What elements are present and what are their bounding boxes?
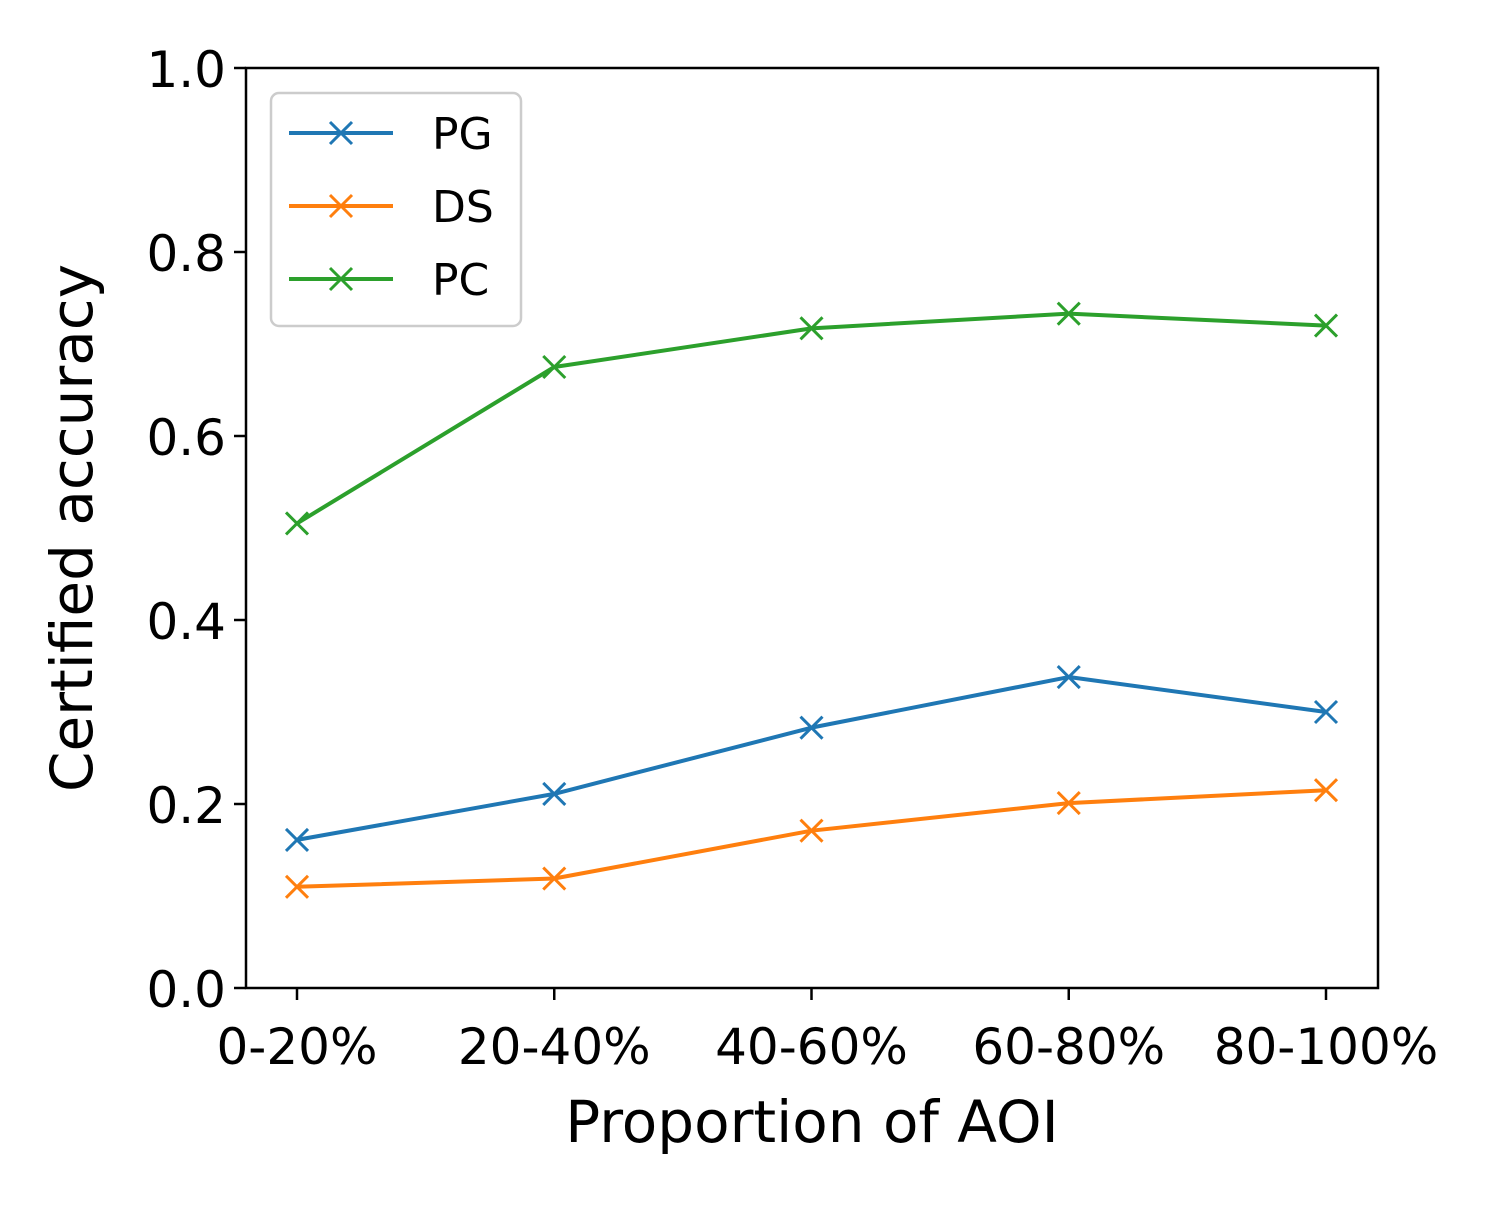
y-tick-label: 0.8 xyxy=(146,225,226,283)
x-tick-label: 40-60% xyxy=(715,1018,908,1076)
series-ds xyxy=(284,778,1339,899)
legend-marker xyxy=(328,193,354,219)
series-line-pc xyxy=(295,311,1328,526)
legend-item-pg: PG xyxy=(289,109,493,160)
data-point-pc xyxy=(284,511,310,536)
series-pg xyxy=(284,664,1339,852)
data-point-pg xyxy=(1313,699,1339,725)
legend-label: DS xyxy=(432,182,494,233)
data-point-pc xyxy=(542,354,567,380)
data-point-pc xyxy=(1056,301,1081,326)
data-point-pg xyxy=(1056,664,1081,690)
x-tick-label: 20-40% xyxy=(458,1018,651,1076)
x-tick-label: 60-80% xyxy=(972,1018,1165,1076)
y-tick-label: 0.6 xyxy=(146,409,226,467)
y-axis-label: Certified accuracy xyxy=(38,264,106,792)
legend-marker xyxy=(328,266,354,292)
series-line-pg xyxy=(295,675,1328,842)
legend-item-pc: PC xyxy=(289,255,489,306)
data-point-pc xyxy=(1313,313,1339,338)
legend: PG DS PC xyxy=(269,91,523,328)
x-axis-label: Proportion of AOI xyxy=(565,1088,1058,1156)
data-point-ds xyxy=(284,874,310,899)
x-tick-label: 80-100% xyxy=(1214,1018,1439,1076)
legend-item-ds: DS xyxy=(289,182,494,233)
y-tick-label: 1.0 xyxy=(146,41,226,99)
data-point-ds xyxy=(1056,791,1081,816)
data-point-ds xyxy=(1313,778,1339,803)
legend-label: PG xyxy=(432,109,493,160)
series-pc xyxy=(284,301,1339,536)
plot-frame xyxy=(244,66,1380,990)
y-tick-label: 0.2 xyxy=(146,777,226,835)
data-point-ds xyxy=(542,866,567,891)
data-point-pc xyxy=(799,316,824,341)
data-point-pg xyxy=(284,827,310,852)
data-point-ds xyxy=(799,818,824,843)
x-tick-label: 0-20% xyxy=(217,1018,378,1076)
data-point-pg xyxy=(799,715,824,740)
legend-frame xyxy=(269,91,523,328)
legend-label: PC xyxy=(432,255,489,306)
y-tick-label: 0.0 xyxy=(146,961,226,1019)
legend-marker xyxy=(328,120,354,146)
series-line-ds xyxy=(295,788,1328,889)
y-tick-label: 0.4 xyxy=(146,593,226,651)
data-point-pg xyxy=(542,781,567,806)
